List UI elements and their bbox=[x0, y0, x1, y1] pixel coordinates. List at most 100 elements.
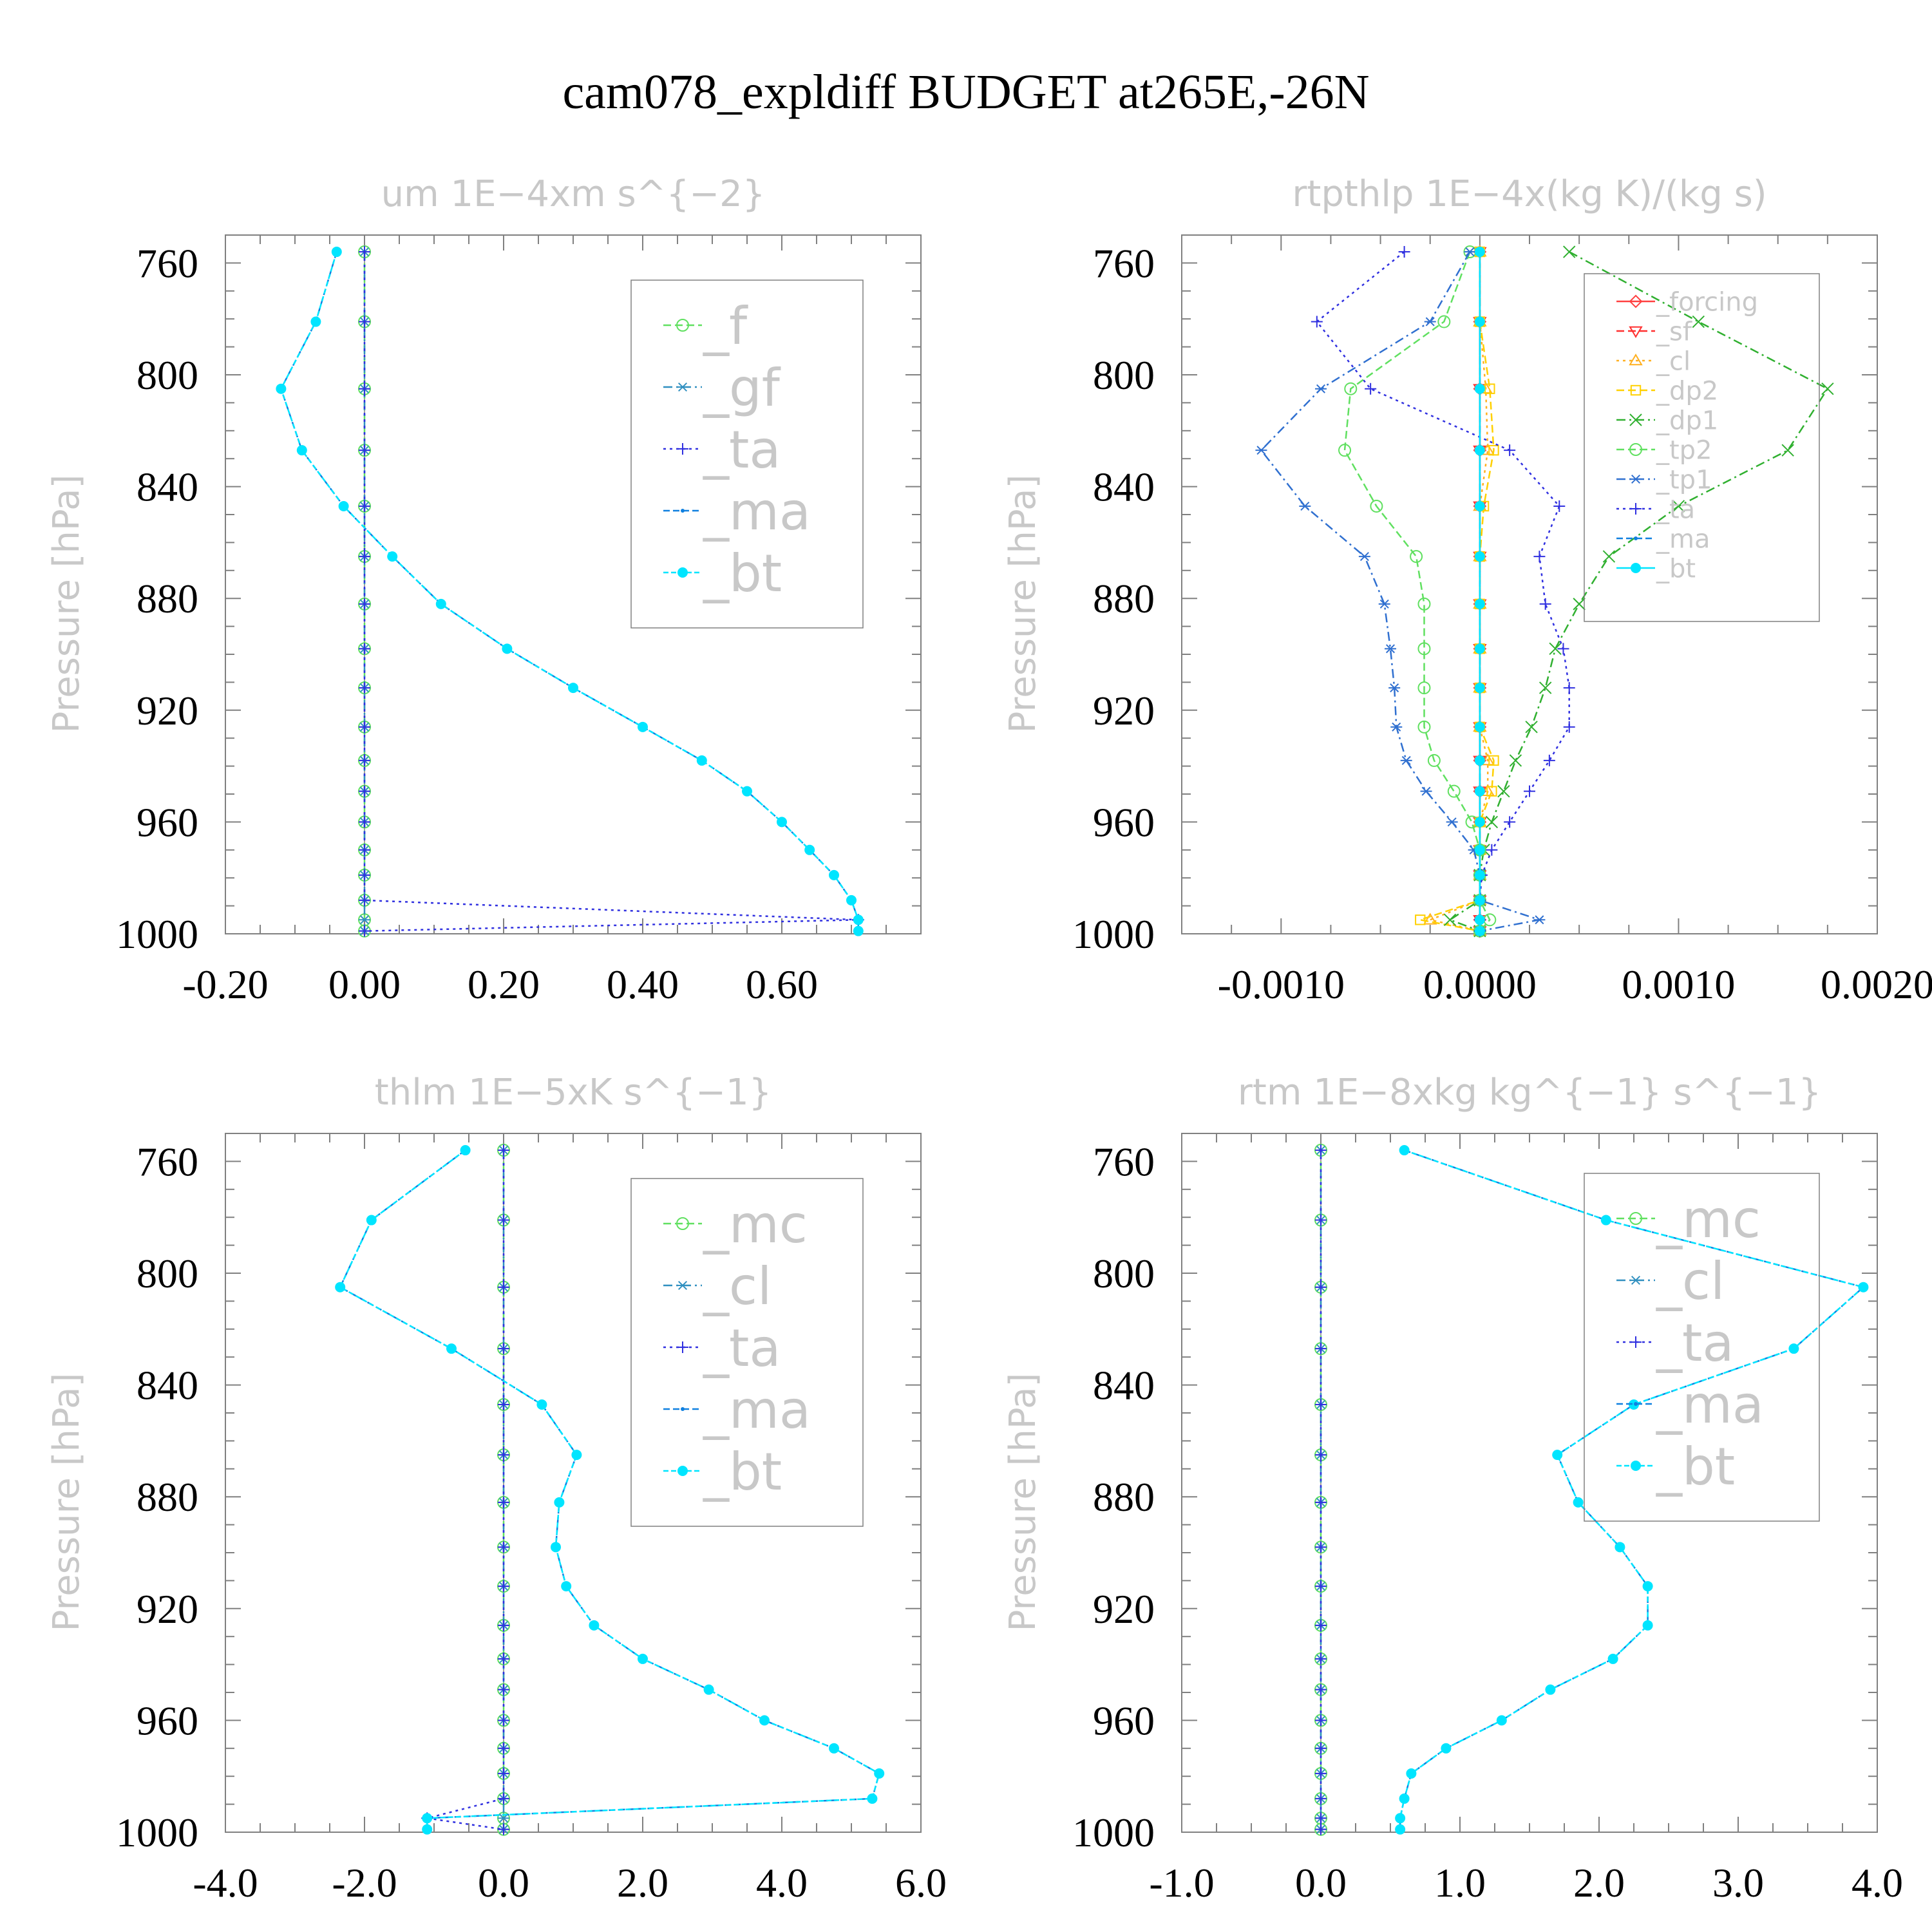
data-point bbox=[1385, 644, 1396, 654]
x-tick-label: -1.0 bbox=[1149, 1860, 1214, 1906]
data-point bbox=[1539, 598, 1551, 610]
y-tick-label: 840 bbox=[1093, 1363, 1155, 1408]
legend-entry: _bt bbox=[663, 544, 782, 603]
data-point bbox=[498, 1343, 509, 1355]
data-point bbox=[1509, 754, 1522, 767]
data-point bbox=[1692, 315, 1705, 328]
data-point bbox=[1504, 816, 1516, 828]
y-tick-label: 800 bbox=[1093, 352, 1155, 398]
data-point bbox=[1474, 721, 1485, 732]
data-point bbox=[551, 1542, 561, 1553]
data-point bbox=[422, 1824, 433, 1835]
data-point bbox=[554, 1497, 565, 1508]
x-tick-label: 3.0 bbox=[1712, 1860, 1764, 1906]
data-point bbox=[1417, 720, 1431, 734]
data-point bbox=[1533, 915, 1546, 925]
x-tick-label: -0.20 bbox=[182, 961, 268, 1007]
x-tick-label: 2.0 bbox=[617, 1860, 668, 1906]
y-tick-label: 920 bbox=[1093, 1586, 1155, 1632]
data-point bbox=[460, 1145, 471, 1156]
data-point bbox=[1395, 1813, 1406, 1824]
x-tick-label: 4.0 bbox=[756, 1860, 808, 1906]
y-tick-label: 960 bbox=[137, 1698, 198, 1743]
legend-marker bbox=[1630, 384, 1642, 396]
data-point bbox=[387, 551, 398, 562]
series-bt bbox=[276, 247, 864, 936]
legend-label: _forcing bbox=[1656, 287, 1758, 317]
legend-marker bbox=[1629, 413, 1642, 426]
y-tick-label: 840 bbox=[137, 464, 198, 510]
data-point bbox=[1629, 1399, 1639, 1410]
legend-marker bbox=[1630, 503, 1642, 515]
legend-entry: _forcing bbox=[1616, 287, 1758, 317]
data-point bbox=[1563, 245, 1576, 258]
data-point bbox=[359, 894, 370, 906]
legend-marker bbox=[677, 1466, 688, 1476]
data-point bbox=[1406, 1768, 1417, 1779]
data-point bbox=[422, 1813, 433, 1824]
y-tick-label: 960 bbox=[1093, 799, 1155, 845]
data-point bbox=[1358, 552, 1370, 562]
panel-title: thlm 1E−5xK s^{−1} bbox=[375, 1072, 772, 1113]
data-point bbox=[359, 844, 370, 856]
legend-marker bbox=[677, 567, 688, 578]
legend-marker bbox=[677, 443, 688, 455]
y-tick-label: 880 bbox=[137, 1474, 198, 1520]
data-point bbox=[846, 895, 857, 905]
data-point bbox=[1821, 382, 1834, 395]
data-point bbox=[1474, 895, 1485, 905]
data-point bbox=[777, 817, 787, 828]
data-point bbox=[1504, 444, 1516, 457]
legend-label: _bt bbox=[703, 1442, 782, 1502]
legend-label: _gf bbox=[703, 358, 781, 418]
data-point bbox=[1315, 1742, 1327, 1754]
data-point bbox=[1315, 1541, 1327, 1553]
legend-label: _bt bbox=[703, 544, 782, 603]
y-tick-label: 920 bbox=[137, 688, 198, 734]
data-point bbox=[1497, 784, 1510, 798]
panel-rtm: rtm 1E−8xkg kg^{−1} s^{−1} Pressure [hPa]… bbox=[1002, 1072, 1903, 1906]
x-tick-label: 0.0 bbox=[1295, 1860, 1347, 1906]
legend-marker bbox=[676, 319, 689, 332]
data-point bbox=[1552, 1450, 1563, 1461]
legend-entry: _bt bbox=[1616, 554, 1696, 583]
legend: _forcing_sf_cl_dp2_dp1_tp2_tp1_ta_ma_bt bbox=[1584, 273, 1820, 622]
data-point bbox=[1533, 551, 1546, 563]
legend-box bbox=[1584, 273, 1820, 622]
legend-entry: _bt bbox=[663, 1442, 782, 1502]
legend-marker bbox=[1631, 563, 1641, 573]
data-point bbox=[589, 1620, 600, 1631]
data-point bbox=[359, 444, 370, 457]
data-point bbox=[1474, 247, 1485, 258]
data-point bbox=[498, 1541, 509, 1553]
panel-thlm: thlm 1E−5xK s^{−1} Pressure [hPa] 760 800 84… bbox=[46, 1072, 947, 1906]
legend-label: _mc bbox=[703, 1195, 808, 1255]
y-tick-label: 960 bbox=[1093, 1698, 1155, 1743]
data-point bbox=[1315, 1812, 1327, 1824]
data-point bbox=[498, 1398, 509, 1410]
data-point bbox=[359, 500, 370, 512]
legend-entry: _ta bbox=[1616, 495, 1695, 524]
legend-label: _dp1 bbox=[1656, 406, 1718, 435]
data-point bbox=[435, 598, 446, 609]
data-point bbox=[1315, 1714, 1327, 1727]
y-tick-label: 1000 bbox=[1072, 911, 1155, 957]
data-point bbox=[1474, 316, 1485, 327]
data-point bbox=[703, 1684, 714, 1695]
data-point bbox=[1315, 1580, 1327, 1593]
data-point bbox=[874, 1768, 885, 1779]
data-point bbox=[498, 1281, 509, 1293]
legend-label: _f bbox=[703, 296, 748, 356]
data-point bbox=[502, 643, 513, 654]
legend-entry: _dp1 bbox=[1616, 406, 1718, 435]
series-line bbox=[426, 1150, 505, 1830]
legend-marker bbox=[1629, 294, 1643, 308]
data-point bbox=[759, 1715, 770, 1726]
data-point bbox=[359, 754, 370, 766]
legend-label: _ta bbox=[1656, 1313, 1734, 1373]
legend-marker bbox=[1630, 1275, 1642, 1285]
data-point bbox=[359, 785, 370, 797]
data-point bbox=[1474, 914, 1485, 925]
data-point bbox=[1525, 721, 1538, 734]
minor-ticks bbox=[1181, 1133, 1878, 1833]
